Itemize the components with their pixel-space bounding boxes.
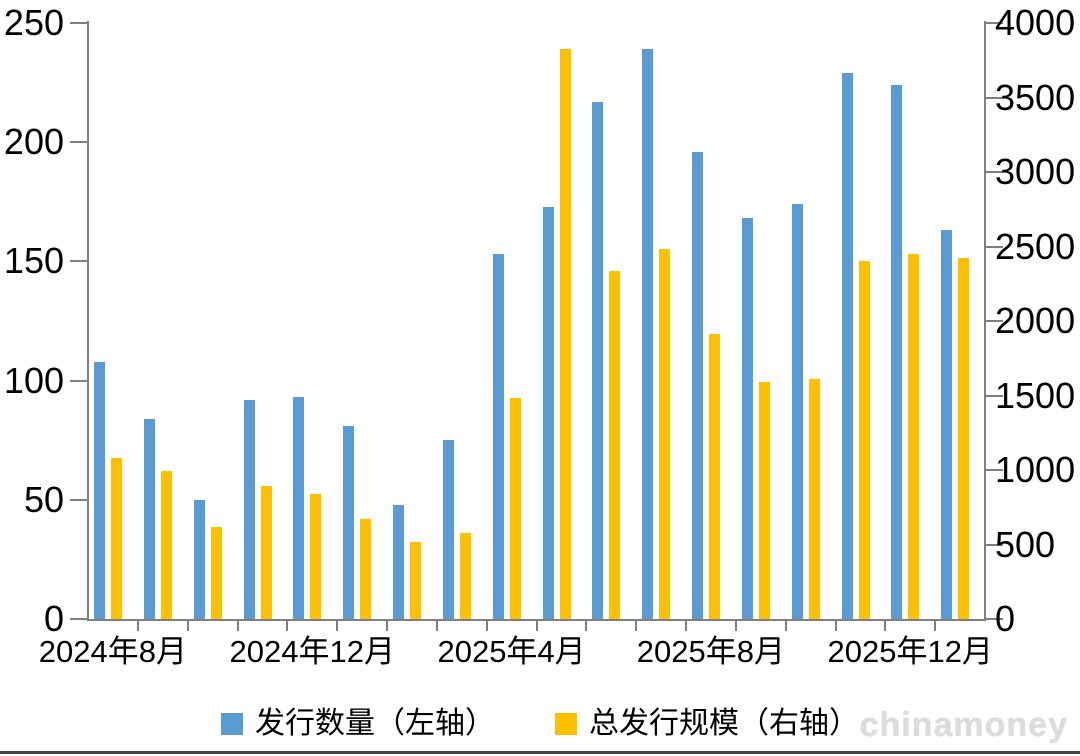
x-axis-tick — [535, 619, 538, 631]
y-axis-right-tick-label: 1500 — [995, 374, 1076, 416]
bar-total-issuance-scale — [410, 542, 421, 619]
y-axis-left-tick-label: 50 — [23, 478, 64, 520]
y-axis-left-line — [87, 21, 89, 620]
bar-total-issuance-scale — [659, 249, 671, 619]
y-axis-right-tick — [984, 618, 1003, 620]
y-axis-right-tick-label: 3000 — [995, 151, 1076, 192]
y-axis-left-tick — [70, 22, 89, 24]
y-axis-right-tick — [984, 320, 1003, 322]
x-axis-tick — [635, 619, 638, 631]
bar-total-issuance-scale — [958, 257, 970, 619]
legend-swatch-icon — [221, 713, 243, 735]
y-axis-left-tick-label: 200 — [3, 121, 64, 163]
x-axis-tick — [386, 619, 388, 631]
bar-total-issuance-scale — [908, 253, 920, 619]
x-axis-tick — [884, 619, 887, 631]
bar-issue-count — [692, 151, 703, 619]
bar-total-issuance-scale — [260, 486, 272, 619]
y-axis-right-tick-label: 500 — [995, 523, 1056, 565]
x-axis-tick-label: 2025年8月 — [636, 634, 786, 669]
legend-swatch-icon — [555, 713, 577, 735]
bar-total-issuance-scale — [758, 382, 770, 619]
bar-total-issuance-scale — [160, 471, 172, 619]
bar-issue-count — [542, 206, 554, 619]
x-axis-tick-label: 2024年12月 — [229, 634, 395, 669]
bar-issue-count — [941, 230, 953, 619]
y-axis-left-tick — [70, 498, 89, 501]
legend-label: 总发行规模（右轴） — [589, 707, 859, 740]
y-axis-left-tick-label: 150 — [3, 240, 64, 282]
x-axis-tick — [236, 619, 239, 631]
bar-issue-count — [741, 218, 753, 619]
x-axis-tick — [685, 619, 687, 631]
bar-total-issuance-scale — [808, 379, 820, 619]
x-axis-tick — [435, 619, 438, 631]
bar-issue-count — [592, 101, 604, 619]
x-axis-tick — [336, 619, 339, 631]
y-axis-right-tick — [984, 543, 1003, 546]
y-axis-right-tick-label: 1000 — [995, 449, 1076, 490]
bar-issue-count — [143, 418, 155, 619]
y-axis-right-tick — [984, 469, 1003, 471]
watermark-chinamoney: chinamoney — [859, 706, 1068, 744]
y-axis-right-tick — [984, 96, 1003, 99]
x-axis-tick — [186, 619, 189, 631]
bar-total-issuance-scale — [709, 334, 720, 619]
bar-issue-count — [193, 499, 205, 619]
bar-issue-count — [642, 49, 654, 619]
bar-total-issuance-scale — [210, 526, 222, 619]
bar-total-issuance-scale — [360, 519, 372, 619]
y-axis-left-tick-label: 250 — [3, 2, 64, 43]
y-axis-left-tick-label: 0 — [43, 598, 64, 639]
x-axis-tick — [934, 619, 937, 631]
bar-issue-count — [791, 204, 803, 619]
bar-issue-count — [891, 84, 903, 619]
bar-issue-count — [393, 504, 404, 619]
legend-item-issue-count: 发行数量（左轴） — [221, 707, 495, 741]
y-axis-right-tick — [984, 22, 1003, 24]
x-axis-tick — [585, 619, 588, 631]
bar-issue-count — [94, 361, 105, 619]
x-axis-tick-label: 2025年12月 — [827, 634, 993, 669]
x-axis-tick-label: 2024年8月 — [38, 634, 188, 669]
y-axis-right-tick-label: 3500 — [995, 76, 1076, 118]
bar-total-issuance-scale — [111, 458, 122, 619]
bar-total-issuance-scale — [310, 493, 322, 619]
y-axis-left-tick — [70, 379, 89, 382]
y-axis-left-tick — [70, 260, 89, 263]
x-axis-tick — [136, 619, 139, 631]
y-axis-right-tick-label: 2000 — [995, 300, 1076, 341]
chart-legend: 发行数量（左轴） 总发行规模（右轴） — [0, 702, 1080, 746]
bar-total-issuance-scale — [459, 532, 471, 619]
bar-total-issuance-scale — [858, 261, 870, 619]
x-axis-tick-label: 2025年4月 — [437, 634, 586, 669]
legend-item-total-scale: 总发行规模（右轴） — [555, 707, 859, 741]
legend-label: 发行数量（左轴） — [255, 707, 495, 740]
bar-issue-count — [442, 440, 454, 619]
x-axis-tick — [734, 619, 737, 631]
bar-total-issuance-scale — [509, 398, 521, 619]
bar-issue-count — [293, 397, 305, 619]
y-axis-right-tick-label: 0 — [995, 598, 1016, 639]
bar-issue-count — [841, 73, 853, 619]
y-axis-left-tick-label: 100 — [3, 359, 64, 401]
y-axis-right-tick-label: 4000 — [995, 2, 1076, 43]
bar-total-issuance-scale — [609, 271, 621, 619]
bar-total-issuance-scale — [559, 49, 571, 619]
y-axis-left-tick — [70, 141, 89, 144]
y-axis-right-tick-label: 2500 — [995, 225, 1076, 267]
x-axis-tick — [834, 619, 837, 631]
y-axis-left-tick — [70, 618, 89, 620]
bar-issue-count — [343, 425, 355, 619]
y-axis-right-tick — [984, 394, 1003, 397]
y-axis-right-tick — [984, 171, 1003, 173]
x-axis-tick — [286, 619, 289, 631]
bottom-divider — [0, 751, 1080, 754]
bar-issue-count — [243, 399, 255, 619]
x-axis-tick — [485, 619, 488, 631]
bar-issue-count — [492, 254, 504, 619]
y-axis-right-tick — [984, 245, 1003, 248]
x-axis-tick — [784, 619, 787, 631]
